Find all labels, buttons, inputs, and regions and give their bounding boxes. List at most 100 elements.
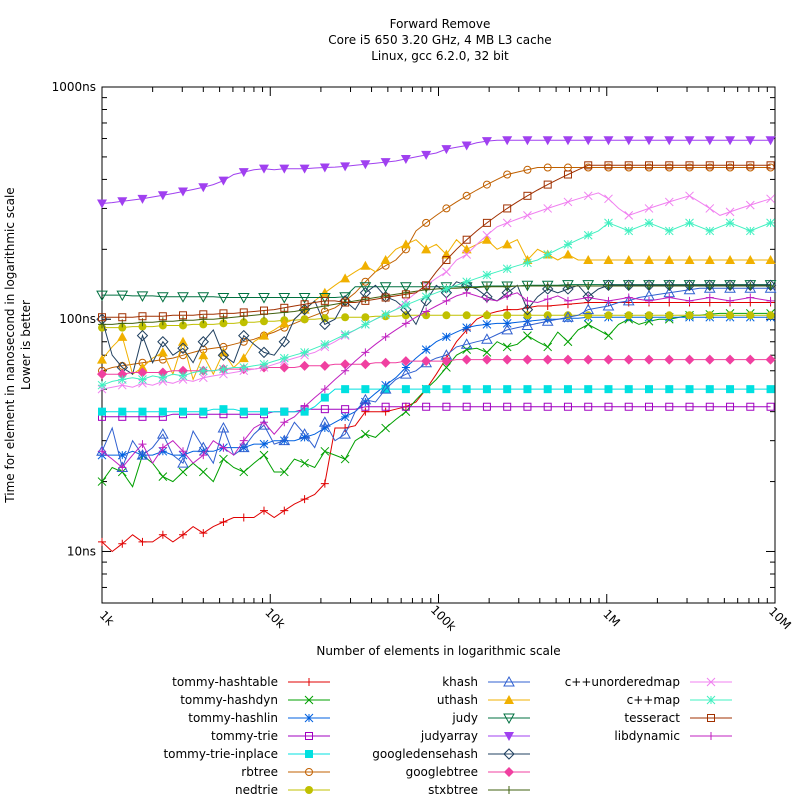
data-point bbox=[320, 302, 329, 311]
data-point bbox=[197, 292, 210, 303]
data-point bbox=[481, 137, 492, 147]
data-point bbox=[199, 529, 208, 538]
data-point bbox=[584, 161, 593, 170]
legend-label: tommy-hashtable bbox=[172, 675, 278, 689]
data-point bbox=[421, 244, 432, 254]
data-point bbox=[198, 350, 209, 360]
data-point bbox=[502, 264, 512, 274]
data-point bbox=[381, 423, 390, 433]
data-point bbox=[706, 695, 716, 705]
legend-label: rbtree bbox=[241, 765, 278, 779]
data-point bbox=[461, 354, 472, 365]
data-point bbox=[320, 479, 329, 488]
data-point bbox=[401, 290, 410, 299]
data-point bbox=[138, 537, 147, 546]
data-point bbox=[562, 311, 574, 322]
series-line bbox=[102, 285, 771, 325]
y-tick-label: 100ns bbox=[59, 312, 96, 326]
data-point bbox=[199, 451, 208, 460]
legend-label: uthash bbox=[437, 693, 478, 707]
data-point bbox=[460, 338, 473, 349]
data-point bbox=[725, 354, 736, 365]
data-point bbox=[664, 136, 675, 146]
data-point bbox=[604, 385, 613, 394]
legend-label: googlebtree bbox=[406, 765, 478, 779]
data-point bbox=[300, 305, 309, 314]
data-point bbox=[523, 282, 532, 291]
series-tommy-hashdyn bbox=[97, 309, 775, 488]
data-point bbox=[604, 296, 613, 305]
data-point bbox=[645, 282, 654, 291]
data-point bbox=[157, 336, 169, 348]
data-point bbox=[624, 402, 633, 411]
data-point bbox=[341, 366, 350, 375]
data-point bbox=[278, 293, 291, 304]
data-point bbox=[117, 331, 128, 341]
data-point bbox=[340, 162, 351, 172]
data-point bbox=[238, 329, 250, 342]
legend-label: c++unorderedmap bbox=[565, 675, 680, 689]
x-tick-label: 100k bbox=[428, 603, 459, 634]
data-point bbox=[766, 296, 775, 305]
data-point bbox=[339, 292, 351, 303]
data-point bbox=[543, 402, 552, 411]
data-point bbox=[685, 296, 694, 305]
data-point bbox=[683, 279, 696, 292]
data-point bbox=[766, 402, 775, 411]
data-point bbox=[440, 282, 453, 293]
legend: tommy-hashtable tommy-hashdyn tommy-hashli… bbox=[163, 675, 732, 797]
data-point bbox=[137, 362, 148, 372]
data-point bbox=[624, 293, 633, 302]
data-point bbox=[217, 293, 230, 304]
series-tommy-trie-inplace bbox=[98, 385, 775, 416]
data-point bbox=[604, 402, 613, 411]
data-point bbox=[704, 254, 715, 264]
data-point bbox=[746, 385, 755, 394]
data-point bbox=[746, 311, 755, 320]
data-point bbox=[441, 145, 452, 155]
data-point bbox=[422, 285, 431, 294]
data-point bbox=[361, 320, 370, 329]
series-line bbox=[102, 406, 771, 418]
data-point bbox=[179, 311, 188, 320]
data-point bbox=[300, 315, 309, 324]
data-point bbox=[379, 383, 392, 394]
data-point bbox=[238, 168, 249, 178]
legend-label: c++map bbox=[627, 693, 680, 707]
title-line: Forward Remove bbox=[390, 17, 491, 31]
data-point bbox=[503, 311, 512, 320]
data-point bbox=[685, 385, 694, 394]
data-point bbox=[543, 204, 553, 213]
data-point bbox=[604, 161, 613, 170]
data-point bbox=[462, 288, 471, 297]
data-point bbox=[305, 678, 313, 686]
data-point bbox=[98, 313, 106, 322]
data-point bbox=[543, 250, 553, 259]
data-point bbox=[462, 191, 471, 200]
data-point bbox=[503, 291, 512, 300]
data-point bbox=[523, 385, 532, 394]
data-point bbox=[298, 293, 311, 304]
data-point bbox=[724, 279, 736, 292]
data-point bbox=[582, 291, 594, 303]
data-point bbox=[158, 443, 167, 452]
data-point bbox=[764, 279, 777, 292]
data-point bbox=[543, 180, 552, 189]
data-point bbox=[361, 385, 370, 394]
data-point bbox=[237, 441, 250, 453]
data-point bbox=[361, 277, 370, 286]
data-point bbox=[644, 136, 655, 146]
data-point bbox=[179, 530, 188, 539]
data-point bbox=[198, 467, 208, 477]
data-point bbox=[442, 311, 451, 320]
data-point bbox=[138, 312, 147, 321]
data-point bbox=[583, 354, 594, 365]
legend-item: uthash bbox=[437, 693, 530, 707]
data-point bbox=[665, 161, 674, 170]
legend-item: khash bbox=[442, 675, 530, 689]
data-point bbox=[562, 354, 573, 365]
data-point bbox=[341, 313, 350, 322]
data-point bbox=[481, 354, 492, 365]
data-point bbox=[199, 320, 208, 329]
data-point bbox=[462, 345, 472, 354]
